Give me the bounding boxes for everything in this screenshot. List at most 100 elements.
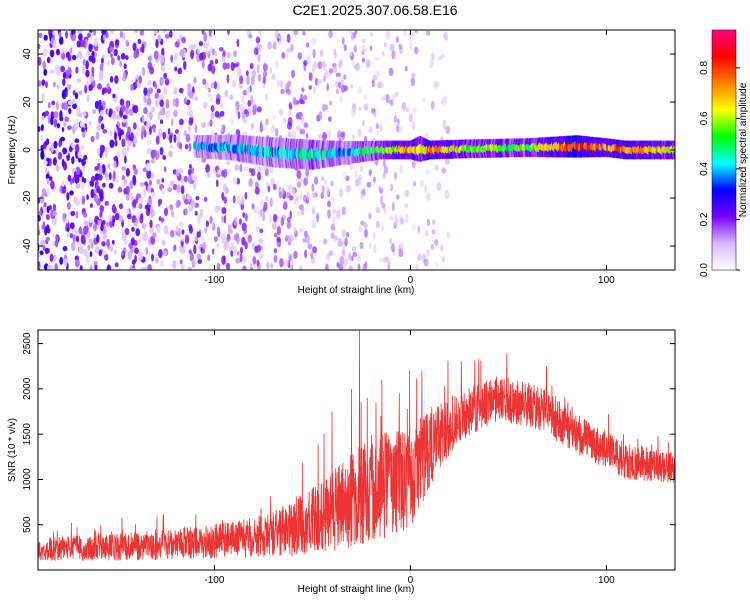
spectrogram-noise-cell	[47, 101, 51, 109]
spectrogram-noise-cell	[176, 199, 181, 207]
spectrogram-noise-cell	[108, 108, 113, 117]
spectrogram-noise-cell	[331, 196, 335, 202]
spectrogram-noise-cell	[79, 112, 83, 118]
spectrogram-noise-cell	[312, 246, 318, 254]
spectrogram-noise-cell	[338, 263, 344, 270]
colorbar-label: Normalized spectral amplitude	[738, 82, 749, 217]
spectrogram-noise-cell	[209, 215, 213, 224]
spectrogram-noise-cell	[244, 192, 248, 200]
spectrogram-noise-cell	[45, 81, 48, 89]
spectrogram-noise-cell	[154, 92, 159, 99]
spectrogram-noise-cell	[174, 66, 178, 72]
spectrogram-noise-cell	[199, 208, 204, 218]
spectrogram-noise-cell	[173, 87, 178, 95]
spectrogram-noise-cell	[159, 99, 164, 108]
spectrogram-noise-cell	[93, 232, 97, 239]
spectrogram-noise-cell	[258, 30, 262, 37]
spectrogram-noise-cell	[208, 87, 211, 93]
spectrogram-noise-cell	[114, 75, 119, 84]
spectrogram-noise-cell	[404, 213, 409, 223]
spectrogram-noise-cell	[236, 251, 240, 256]
snr-y-tick-label: 2500	[22, 332, 33, 355]
spectrogram-noise-cell	[341, 133, 345, 141]
spectrogram-noise-cell	[146, 97, 152, 106]
spectrogram-noise-cell	[321, 184, 325, 194]
spectrogram-noise-cell	[114, 212, 120, 221]
spectrogram-noise-cell	[241, 95, 245, 105]
spectrogram-noise-cell	[306, 191, 310, 201]
spectrogram-noise-cell	[262, 206, 266, 213]
spectrogram-noise-cell	[286, 33, 291, 44]
spectrogram-noise-cell	[147, 80, 152, 86]
spectrogram-noise-cell	[100, 222, 104, 232]
spectrogram-noise-cell	[222, 62, 228, 70]
spectrogram-noise-cell	[247, 234, 252, 243]
spectrogram-noise-cell	[287, 184, 293, 193]
snr-y-tick-label: 1500	[22, 423, 33, 446]
spectrogram-noise-cell	[98, 70, 104, 81]
spectrogram-noise-cell	[124, 228, 130, 236]
spectrogram-noise-cell	[67, 174, 72, 182]
spectrogram-noise-cell	[281, 52, 286, 59]
spectrogram-noise-cell	[323, 238, 328, 245]
spectrogram-noise-cell	[81, 158, 86, 166]
spectrogram-noise-cell	[88, 238, 94, 244]
spectrogram-noise-cell	[65, 217, 69, 224]
spectrogram-noise-cell	[119, 60, 122, 67]
spectrogram-noise-cell	[343, 74, 347, 80]
spectrogram-noise-cell	[75, 259, 80, 268]
colorbar-tick-label: 0.4	[699, 162, 710, 176]
spectrogram-noise-cell	[46, 264, 52, 270]
spectrogram-noise-cell	[179, 118, 184, 126]
spectrogram-noise-cell	[227, 30, 230, 36]
spectrogram-noise-cell	[147, 184, 152, 193]
spectrogram-noise-cell	[101, 164, 106, 174]
spectrogram-noise-cell	[72, 103, 77, 110]
spectrogram-noise-cell	[175, 169, 180, 177]
spectrogram-noise-cell	[136, 193, 142, 199]
spectrogram-noise-cell	[46, 248, 50, 254]
spectrogram-noise-cell	[217, 169, 222, 175]
spectrogram-noise-cell	[249, 262, 253, 270]
spectrogram-noise-cell	[344, 237, 348, 247]
spectrogram-noise-cell	[76, 235, 79, 243]
spectrogram-noise-cell	[339, 255, 345, 265]
spectrogram-noise-cell	[250, 168, 256, 177]
spectrogram-noise-cell	[95, 131, 100, 140]
spectrogram-noise-cell	[336, 130, 342, 140]
snr-y-ticks: 500 1000 1500 2000 2500	[22, 332, 675, 533]
spectrogram-noise-cell	[300, 206, 305, 216]
spectrogram-noise-cell	[133, 30, 139, 34]
spectrogram-noise-cell	[112, 206, 117, 214]
spectrogram-noise-cell	[179, 142, 183, 150]
spectrogram-noise-cell	[256, 106, 262, 113]
spectrogram-noise-cell	[348, 265, 354, 270]
spectrogram-noise-cell	[180, 185, 185, 195]
spectrogram-noise-cell	[262, 70, 267, 78]
spectrogram-noise-cell	[247, 100, 252, 107]
spectrogram-noise-cell	[39, 194, 45, 204]
spectrogram-noise-cell	[104, 149, 108, 158]
snr-x-tick-label: 100	[598, 575, 615, 586]
spectrogram-noise-cell	[99, 193, 104, 202]
spectrogram-noise-cell	[132, 216, 137, 223]
spectrogram-noise-cell	[258, 43, 263, 52]
spectrogram-noise-cell	[147, 264, 152, 270]
spectrogram-noise-cell	[436, 182, 442, 191]
spectrogram-noise-cell	[89, 251, 93, 257]
spectrogram-noise-cell	[238, 218, 242, 226]
spectrogram-noise-cell	[433, 81, 438, 90]
spectrogram-noise-cell	[165, 110, 170, 120]
spectrogram-noise-cell	[434, 239, 439, 246]
spectrogram-noise-cell	[98, 249, 103, 257]
spectrogram-noise-cell	[61, 158, 65, 167]
spectrogram-noise-cell	[265, 196, 269, 201]
spectrogram-noise-cell	[42, 160, 48, 165]
spectrogram-noise-cell	[410, 31, 416, 38]
spectrogram-noise-cell	[207, 254, 211, 262]
spectrogram-noise-cell	[210, 130, 215, 135]
spectrogram-noise-cell	[200, 235, 205, 242]
spectrogram-noise-cell	[338, 187, 344, 198]
spectrogram-noise-cell	[239, 246, 244, 254]
spectrogram-noise-cell	[310, 252, 314, 259]
